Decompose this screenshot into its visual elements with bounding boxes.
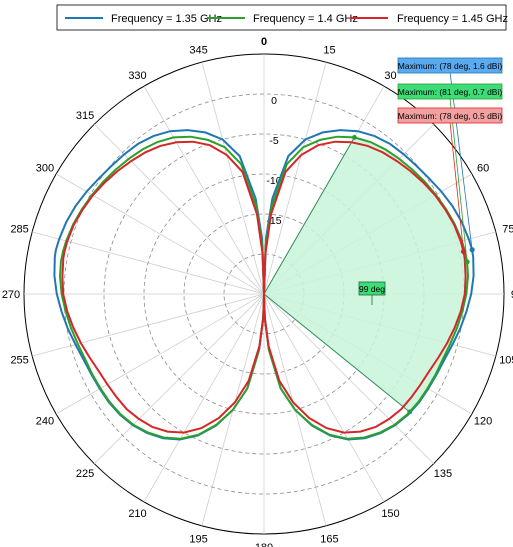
max-leader-1 (449, 71, 473, 250)
theta-tick-label-330: 330 (128, 70, 146, 82)
r-tick-label-1: -5 (269, 135, 278, 147)
theta-tick-label-165: 165 (320, 533, 338, 545)
max-marker-1 (469, 247, 475, 253)
max-marker-3 (460, 248, 467, 255)
grid (23, 53, 505, 535)
max-label-2: Maximum: (81 deg, 0.7 dBi) (398, 87, 503, 97)
theta-tick-label-150: 150 (381, 508, 399, 520)
max-leader-3 (449, 121, 464, 252)
beamwidth-label: 99 deg (359, 284, 385, 294)
spoke-330 (143, 85, 265, 295)
theta-tick-label-225: 225 (76, 468, 94, 480)
legend-label-3: Frequency = 1.45 GHz (397, 13, 508, 25)
legend: Frequency = 1.35 GHz Frequency = 1.4 GHz… (56, 4, 508, 31)
theta-tick-label-270: 270 (2, 289, 20, 301)
beamwidth-edge-0 (263, 137, 355, 295)
beamwidth-edge-1 (263, 293, 410, 413)
r-tick-label-0: 0 (271, 95, 277, 107)
theta-tick-label-255: 255 (10, 354, 28, 366)
theta-tick-label-90: 90 (511, 289, 513, 301)
theta-tick-label-345: 345 (189, 45, 207, 57)
theta-tick-label-195: 195 (189, 533, 207, 545)
theta-tick-label-240: 240 (36, 416, 54, 428)
theta-tick-label-300: 300 (36, 163, 54, 175)
spoke-150 (263, 293, 385, 503)
max-leader-2 (449, 97, 468, 262)
theta-tick-label-105: 105 (499, 354, 513, 366)
legend-box (56, 4, 507, 31)
max-label-1: Maximum: (78 deg, 1.6 dBi) (398, 61, 503, 71)
spoke-210 (143, 293, 265, 503)
max-marker-2 (464, 259, 470, 265)
max-label-box-3 (397, 107, 503, 124)
theta-tick-label-210: 210 (128, 508, 146, 520)
theta-tick-label-285: 285 (10, 224, 28, 236)
max-label-3: Maximum: (78 deg, 0.5 dBi) (398, 111, 503, 121)
max-label-box-1 (397, 57, 503, 74)
theta-tick-label-315: 315 (76, 110, 94, 122)
theta-tick-label-0: 0 (261, 36, 267, 48)
series-line-3 (61, 140, 467, 434)
max-label-box-2 (397, 83, 503, 100)
theta-tick-label-180: 180 (255, 542, 273, 547)
spoke-300 (55, 173, 265, 295)
theta-tick-label-60: 60 (477, 163, 489, 175)
theta-tick-label-15: 15 (323, 45, 335, 57)
theta-tick-label-75: 75 (502, 224, 513, 236)
theta-tick-label-30: 30 (384, 70, 396, 82)
legend-label-1: Frequency = 1.35 GHz (111, 13, 222, 25)
spoke-240 (55, 293, 265, 415)
theta-tick-label-135: 135 (434, 468, 452, 480)
legend-label-2: Frequency = 1.4 GHz (253, 13, 358, 25)
theta-tick-label-120: 120 (474, 416, 492, 428)
